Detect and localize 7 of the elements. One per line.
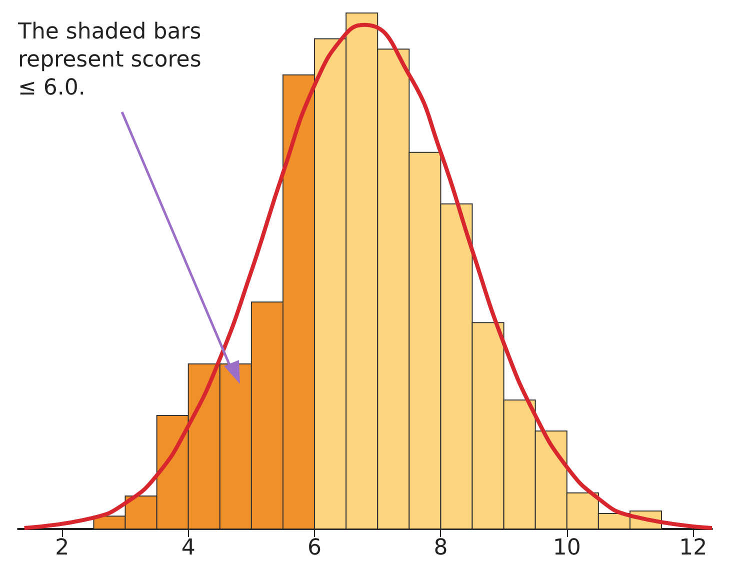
x-tick-label: 10 bbox=[552, 536, 581, 560]
x-tick-label: 4 bbox=[181, 536, 196, 560]
annotation: The shaded bars represent scores ≤ 6.0. bbox=[17, 20, 202, 100]
x-tick-label: 8 bbox=[434, 536, 448, 560]
x-tick-label: 12 bbox=[679, 536, 708, 560]
x-tick-label: 6 bbox=[308, 536, 322, 560]
x-tick-label: 2 bbox=[55, 536, 70, 560]
